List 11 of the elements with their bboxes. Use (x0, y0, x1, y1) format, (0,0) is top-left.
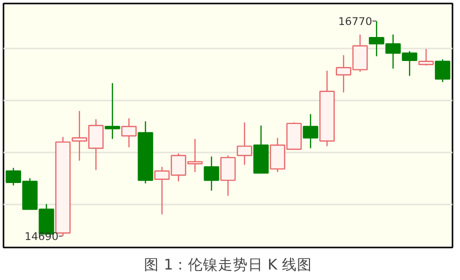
candlestick (434, 58, 450, 83)
candlestick (121, 118, 137, 148)
candlestick (302, 114, 318, 149)
candlestick (220, 154, 236, 196)
text: 图 1：伦镍走势日 K 线图 (144, 256, 312, 274)
candlestick (204, 156, 220, 192)
annotation: 16770 (338, 15, 372, 28)
candlestick (104, 82, 120, 140)
annotation: 14690 (24, 230, 59, 244)
candlestick (418, 48, 434, 66)
candlestick (236, 122, 252, 166)
